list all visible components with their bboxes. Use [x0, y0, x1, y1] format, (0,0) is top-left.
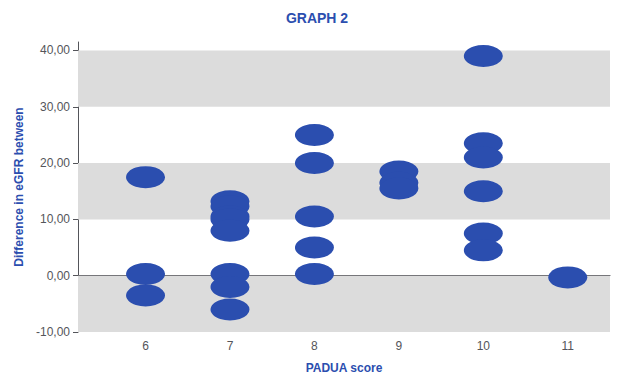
svg-text:6: 6: [142, 339, 149, 353]
svg-text:10,00: 10,00: [40, 212, 70, 226]
svg-text:30,00: 30,00: [40, 100, 70, 114]
svg-text:11: 11: [562, 339, 575, 353]
svg-text:-10,00: -10,00: [36, 325, 70, 339]
svg-text:8: 8: [311, 339, 318, 353]
svg-text:PADUA score: PADUA score: [306, 361, 383, 375]
svg-text:20,00: 20,00: [40, 156, 70, 170]
svg-text:10: 10: [477, 339, 491, 353]
svg-text:40,00: 40,00: [40, 43, 70, 57]
svg-text:Difference in eGFR between: Difference in eGFR between: [12, 107, 26, 266]
svg-text:GRAPH 2: GRAPH 2: [286, 10, 348, 26]
svg-text:7: 7: [227, 339, 234, 353]
svg-text:0,00: 0,00: [47, 269, 71, 283]
svg-text:9: 9: [396, 339, 403, 353]
